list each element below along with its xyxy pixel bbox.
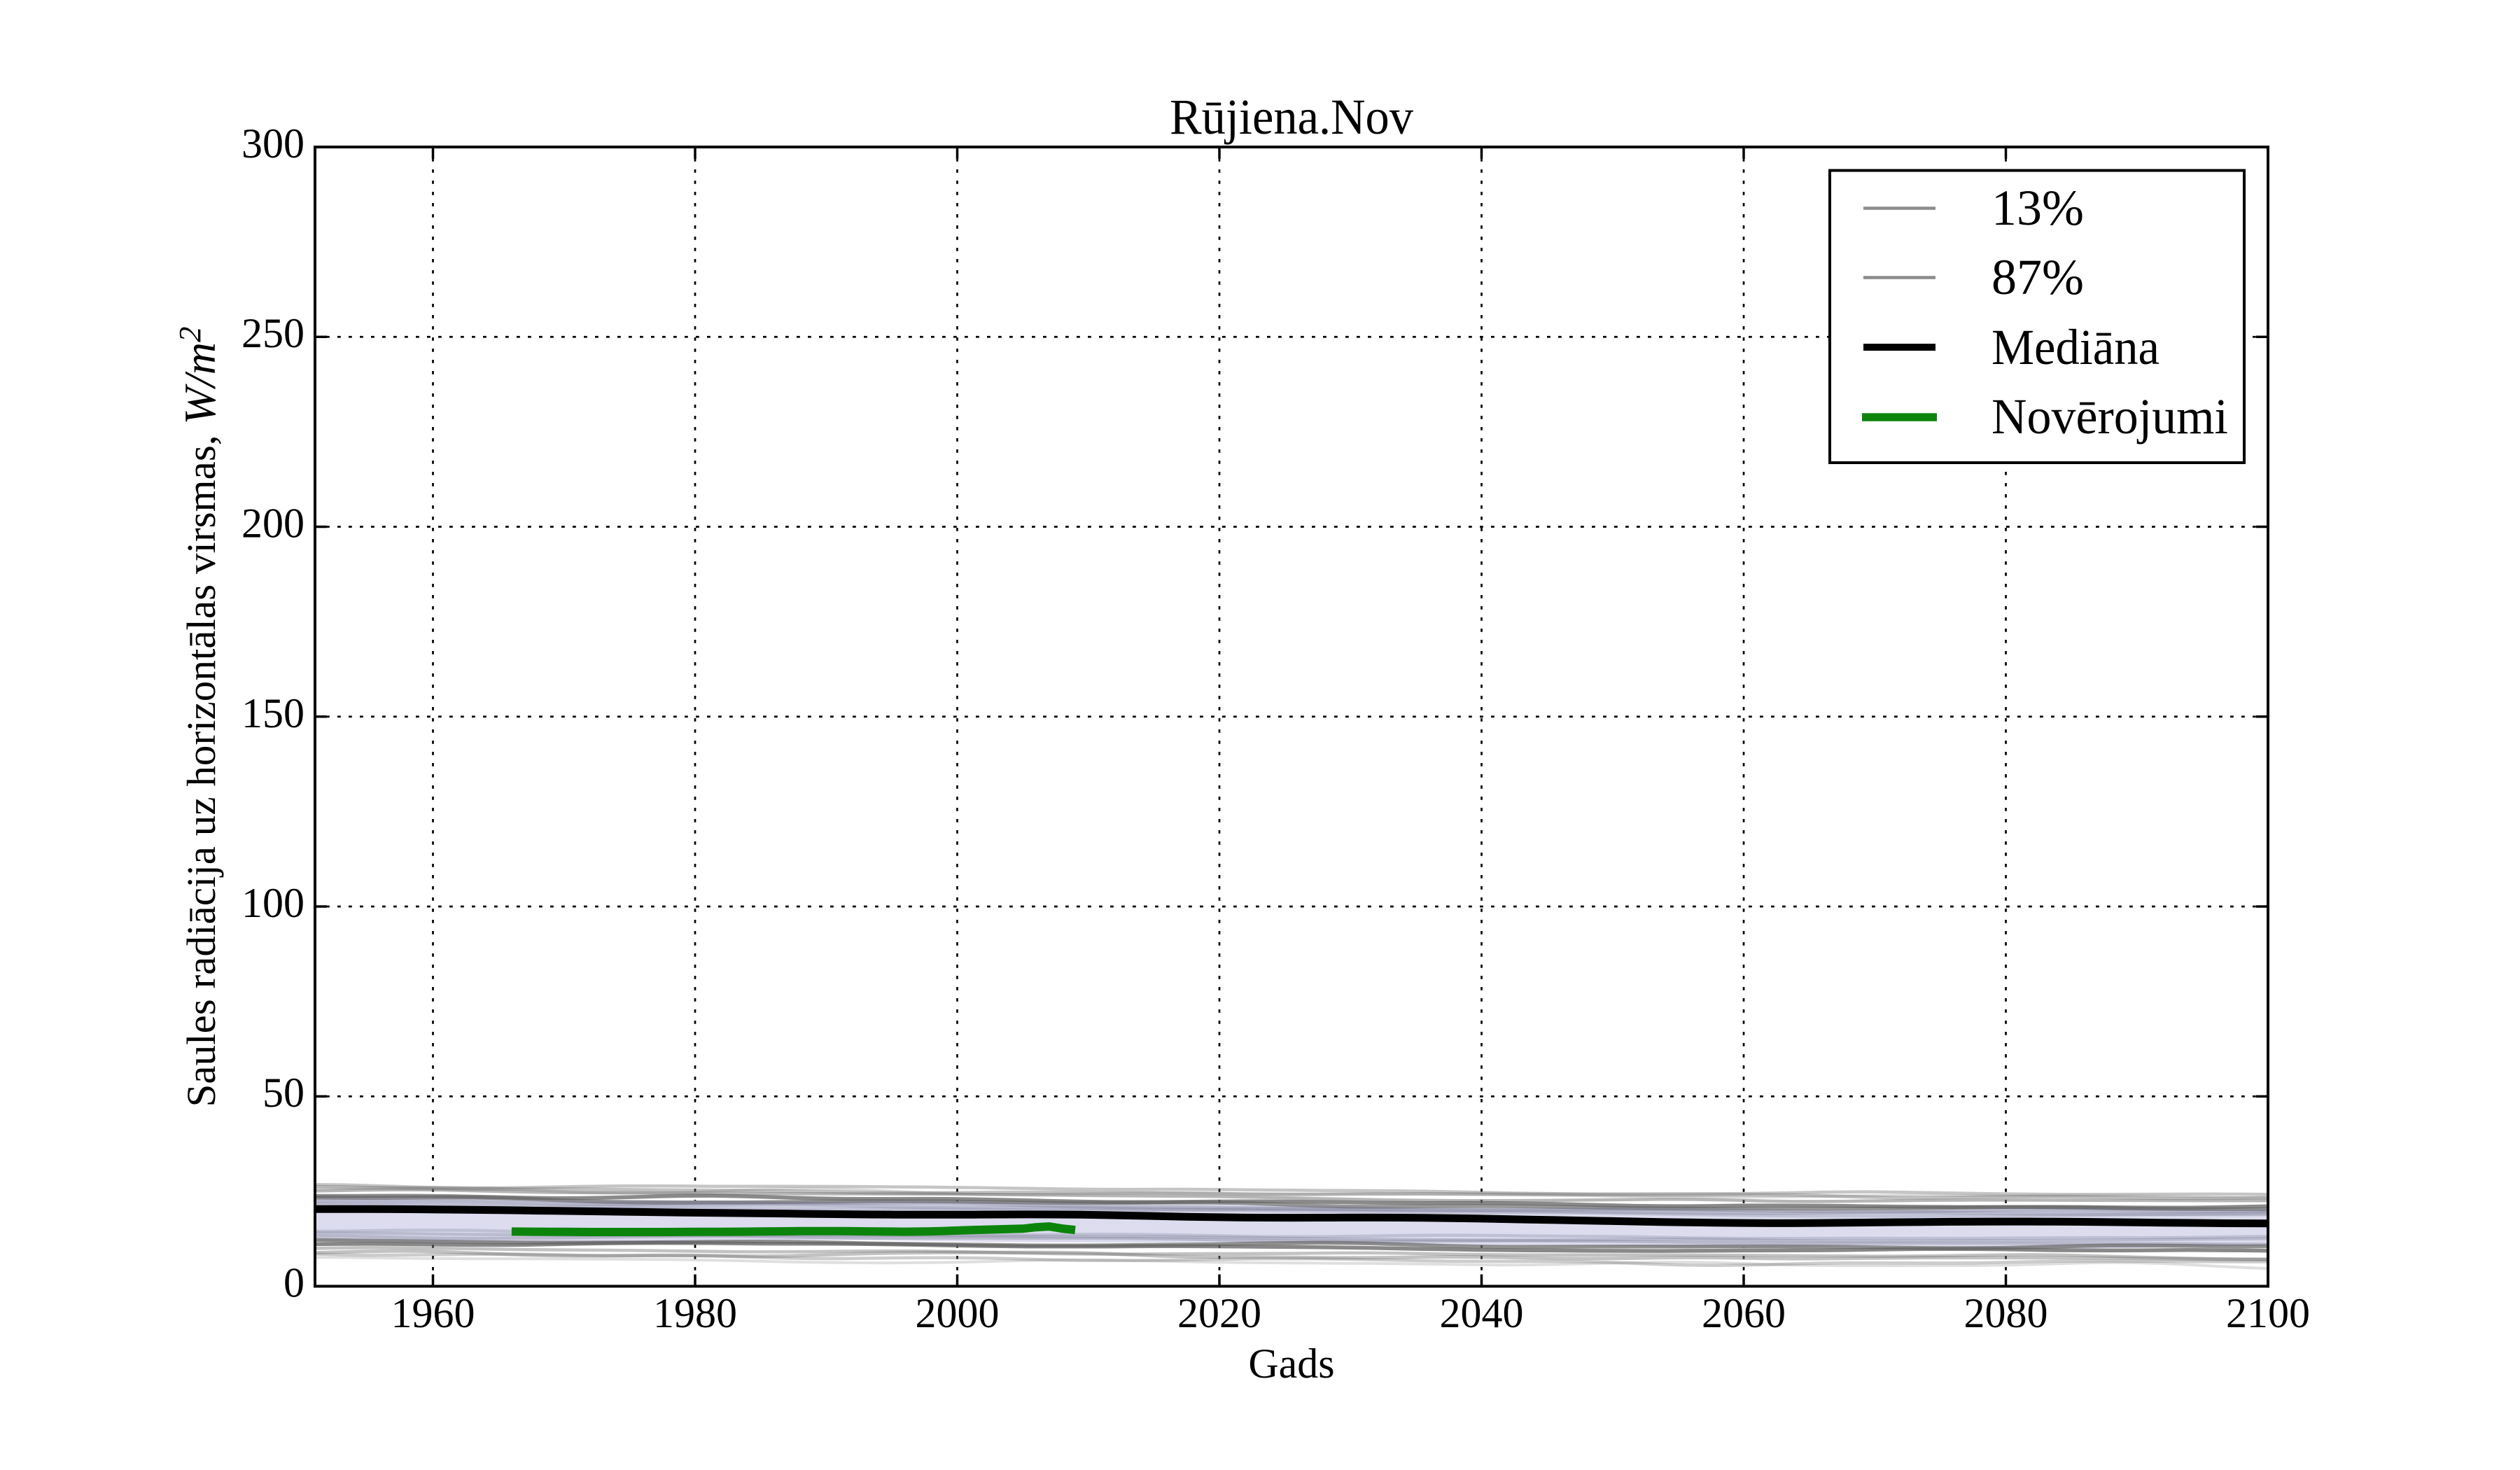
svg-text:Saules radiācija uz horizontāl: Saules radiācija uz horizontālas virsmas…: [173, 327, 225, 1107]
svg-text:1980: 1980: [653, 1290, 737, 1336]
svg-text:0: 0: [284, 1260, 304, 1306]
svg-text:100: 100: [241, 880, 304, 926]
svg-text:2000: 2000: [916, 1290, 1000, 1336]
svg-text:2100: 2100: [2226, 1290, 2310, 1336]
svg-text:2060: 2060: [1702, 1290, 1786, 1336]
svg-text:Gads: Gads: [1248, 1340, 1334, 1387]
svg-text:Novērojumi: Novērojumi: [1991, 388, 2228, 444]
svg-text:150: 150: [241, 690, 304, 736]
svg-text:2080: 2080: [1964, 1290, 2048, 1336]
svg-text:13%: 13%: [1991, 180, 2084, 236]
svg-text:2020: 2020: [1177, 1290, 1261, 1336]
svg-text:300: 300: [241, 120, 304, 167]
svg-text:Rūjiena.Nov: Rūjiena.Nov: [1170, 89, 1413, 145]
svg-text:200: 200: [241, 500, 304, 547]
svg-text:87%: 87%: [1991, 249, 2084, 305]
svg-text:1960: 1960: [391, 1290, 475, 1336]
svg-text:2040: 2040: [1440, 1290, 1524, 1336]
svg-text:250: 250: [241, 310, 304, 356]
svg-text:Mediāna: Mediāna: [1991, 319, 2160, 375]
svg-text:50: 50: [262, 1070, 304, 1116]
